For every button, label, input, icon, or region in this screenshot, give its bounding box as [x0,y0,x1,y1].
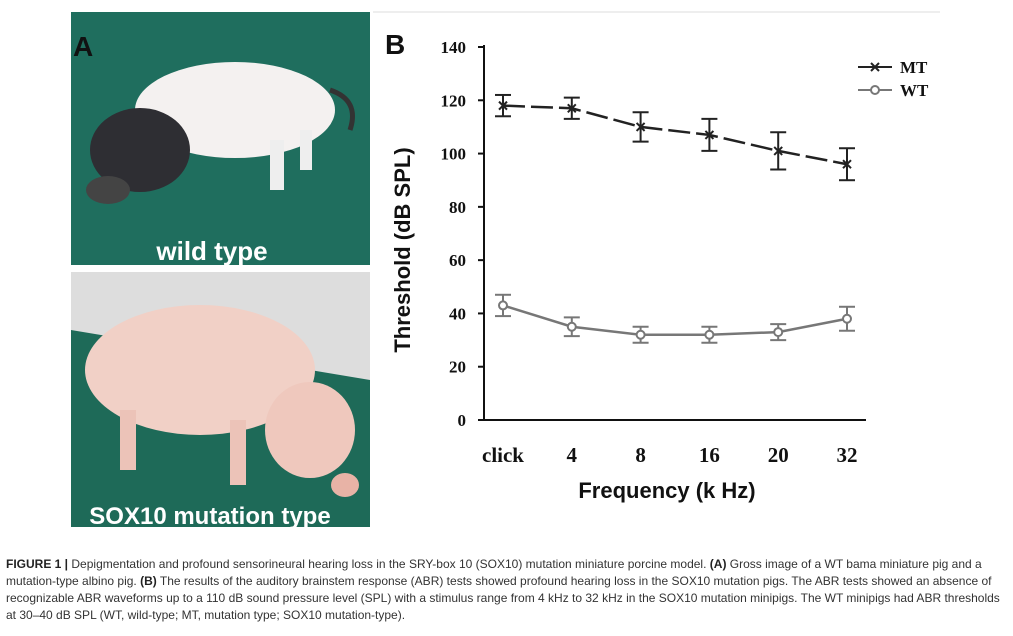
marker [704,130,715,140]
caption-label: FIGURE 1 | [6,557,69,571]
y-tick-label: 20 [449,358,466,377]
y-tick-label: 60 [449,251,466,270]
photo-label: SOX10 mutation type [89,503,330,530]
x-tick-label: 4 [567,443,578,467]
y-tick-label: 100 [441,145,467,164]
figure: A wild type SOX10 mutation type B Freque… [71,11,940,530]
x-tick-label: 20 [768,443,789,467]
y-tick-label: 40 [449,304,466,323]
legend-marker [870,85,880,95]
marker [635,122,646,132]
legend-marker [870,62,880,72]
photo-top [71,12,370,265]
y-tick-label: 80 [449,198,466,217]
caption-label: (A) [709,557,727,571]
x-tick-label: 16 [699,443,720,467]
photo-bottom [71,272,370,527]
y-tick-label: 140 [441,38,467,57]
y-axis-label: Threshold (dB SPL) [390,147,415,352]
series-line [502,304,848,336]
marker [704,329,715,340]
marker [635,329,646,340]
caption-text: The results of the auditory brainstem re… [6,574,1000,622]
x-tick-label: 32 [837,443,858,467]
panel-label: B [385,29,405,60]
caption-text: Depigmentation and profound sensorineura… [71,557,707,571]
caption-text: Gross image of a WT bama miniature pig a… [6,557,982,588]
y-tick-label: 120 [441,91,467,110]
x-axis-label: Frequency (k Hz) [578,478,755,503]
legend-label: MT [900,58,928,77]
caption: FIGURE 1 | Depigmentation and profound s… [6,556,1006,624]
marker [773,327,784,338]
caption-label: (B) [140,574,157,588]
x-tick-label: 8 [635,443,646,467]
marker [498,100,508,111]
series-line [502,104,848,166]
marker [842,313,852,324]
legend-label: WT [900,81,929,100]
marker [773,146,783,156]
marker [842,159,852,169]
marker [566,321,577,332]
photo-label: wild type [155,236,267,266]
y-tick-label: 0 [458,411,467,430]
marker [567,103,577,113]
panel-label: A [73,31,93,62]
marker [498,300,508,311]
x-tick-label: click [482,443,524,467]
